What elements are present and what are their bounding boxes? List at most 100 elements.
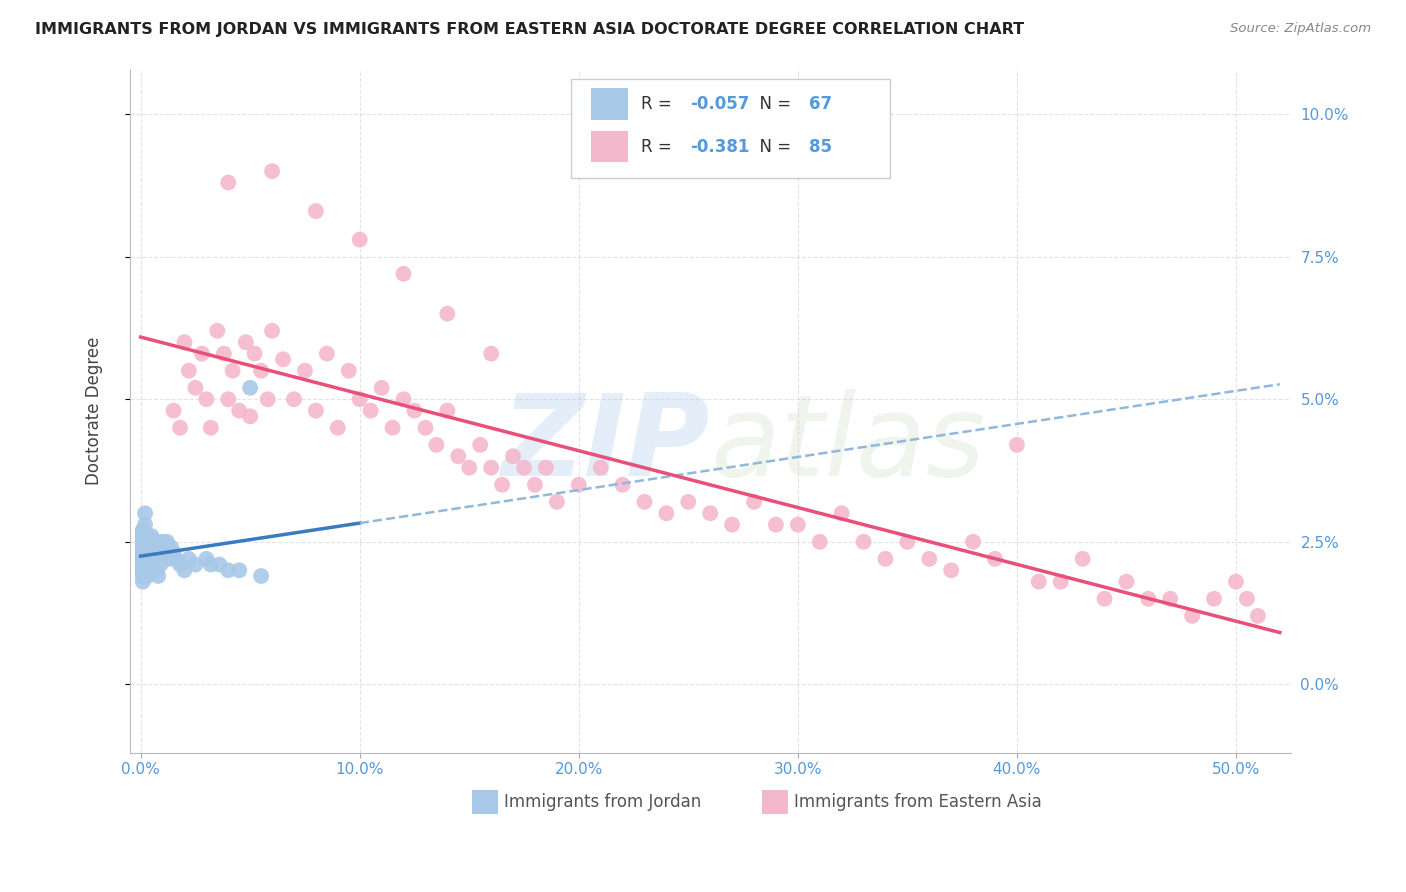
Point — [458, 460, 481, 475]
Point — [1028, 574, 1050, 589]
Point — [132, 546, 155, 560]
Point — [138, 541, 160, 555]
Point — [134, 552, 156, 566]
Point — [132, 552, 155, 566]
Point — [808, 534, 831, 549]
Point — [153, 546, 176, 560]
Text: N =: N = — [748, 137, 796, 155]
Point — [1005, 438, 1028, 452]
FancyBboxPatch shape — [762, 789, 787, 814]
Point — [239, 381, 262, 395]
Point — [568, 477, 591, 491]
Point — [177, 364, 200, 378]
Point — [134, 563, 156, 577]
Point — [132, 529, 155, 543]
Point — [271, 352, 294, 367]
Point — [360, 403, 382, 417]
Point — [132, 552, 155, 566]
Point — [132, 574, 155, 589]
Point — [173, 335, 195, 350]
Point — [141, 529, 163, 543]
Point — [136, 529, 159, 543]
Point — [633, 495, 655, 509]
Point — [1115, 574, 1137, 589]
Text: 85: 85 — [808, 137, 832, 155]
Point — [415, 421, 437, 435]
Point — [370, 381, 392, 395]
Point — [655, 506, 678, 520]
Point — [392, 267, 415, 281]
Text: -0.057: -0.057 — [690, 95, 749, 113]
Point — [546, 495, 568, 509]
Text: 67: 67 — [808, 95, 832, 113]
Point — [136, 558, 159, 572]
Point — [134, 529, 156, 543]
Point — [169, 421, 191, 435]
Point — [145, 534, 167, 549]
Point — [1247, 608, 1270, 623]
Text: ZIP: ZIP — [502, 389, 710, 500]
Point — [256, 392, 278, 407]
Point — [349, 233, 371, 247]
Point — [132, 534, 155, 549]
Point — [165, 552, 187, 566]
Point — [381, 421, 404, 435]
Point — [132, 558, 155, 572]
Point — [243, 346, 266, 360]
Text: Immigrants from Jordan: Immigrants from Jordan — [503, 793, 700, 811]
Point — [132, 563, 155, 577]
Point — [534, 460, 557, 475]
Text: R =: R = — [641, 137, 676, 155]
FancyBboxPatch shape — [571, 78, 890, 178]
Point — [132, 546, 155, 560]
Point — [184, 381, 207, 395]
Point — [157, 552, 180, 566]
FancyBboxPatch shape — [591, 88, 627, 120]
Point — [156, 534, 179, 549]
Point — [132, 529, 155, 543]
Point — [305, 403, 328, 417]
Point — [513, 460, 536, 475]
Point — [162, 403, 184, 417]
Point — [195, 552, 218, 566]
Point — [134, 517, 156, 532]
Point — [132, 569, 155, 583]
Point — [142, 546, 165, 560]
Point — [337, 364, 360, 378]
Point — [132, 541, 155, 555]
Point — [177, 552, 200, 566]
FancyBboxPatch shape — [591, 131, 627, 162]
Point — [149, 541, 172, 555]
Point — [146, 569, 169, 583]
Point — [1202, 591, 1225, 606]
Point — [786, 517, 808, 532]
Point — [1181, 608, 1204, 623]
Point — [491, 477, 513, 491]
Point — [191, 346, 214, 360]
Point — [436, 403, 458, 417]
Point — [132, 558, 155, 572]
Point — [1137, 591, 1160, 606]
Point — [136, 546, 159, 560]
Point — [742, 495, 765, 509]
Point — [141, 541, 163, 555]
Point — [132, 563, 155, 577]
Point — [404, 403, 426, 417]
Point — [200, 421, 222, 435]
Point — [136, 541, 159, 555]
Point — [392, 392, 415, 407]
Point — [228, 563, 250, 577]
Point — [173, 563, 195, 577]
Point — [145, 563, 167, 577]
Point — [152, 534, 174, 549]
Point — [896, 534, 918, 549]
FancyBboxPatch shape — [472, 789, 498, 814]
Point — [235, 335, 257, 350]
Point — [699, 506, 721, 520]
Point — [132, 552, 155, 566]
Point — [479, 460, 502, 475]
Point — [831, 506, 853, 520]
Point — [138, 563, 160, 577]
Point — [1094, 591, 1116, 606]
Point — [852, 534, 875, 549]
